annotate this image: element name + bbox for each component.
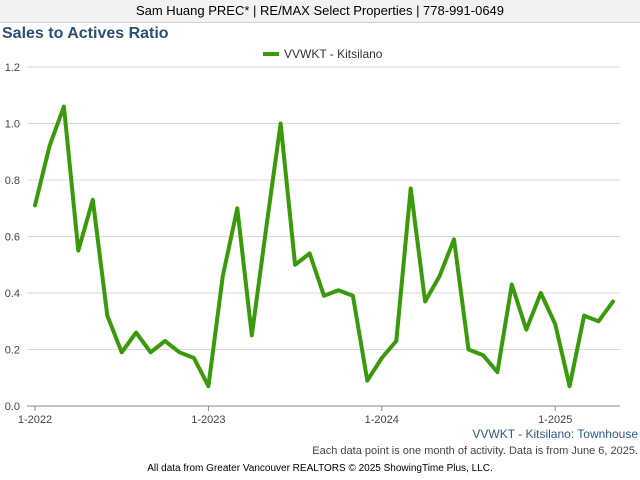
y-tick-label: 0.0 <box>5 401 20 413</box>
y-tick-label: 0.4 <box>5 288 20 300</box>
x-tick-label: 1-2025 <box>538 414 572 426</box>
series-line <box>33 104 615 389</box>
y-tick-label: 1.0 <box>5 119 20 131</box>
chart-caption: VVWKT - Kitsilano: Townhouse <box>472 427 638 441</box>
y-tick-label: 0.8 <box>5 175 20 187</box>
x-tick-label: 1-2023 <box>191 414 225 426</box>
header-bar: Sam Huang PREC* | RE/MAX Select Properti… <box>0 0 640 23</box>
header-text: Sam Huang PREC* | RE/MAX Select Properti… <box>135 3 505 18</box>
x-tick-label: 1-2024 <box>365 414 399 426</box>
y-tick-label: 0.2 <box>5 345 20 357</box>
data-note: Each data point is one month of activity… <box>312 445 638 457</box>
legend-label: VVWKT - Kitsilano <box>284 47 383 61</box>
chart-title: Sales to Actives Ratio <box>2 25 169 42</box>
x-tick-label: 1-2022 <box>18 414 52 426</box>
y-tick-label: 0.6 <box>5 232 20 244</box>
y-tick-label: 1.2 <box>5 62 20 74</box>
footer-credit: All data from Greater Vancouver REALTORS… <box>147 463 493 474</box>
